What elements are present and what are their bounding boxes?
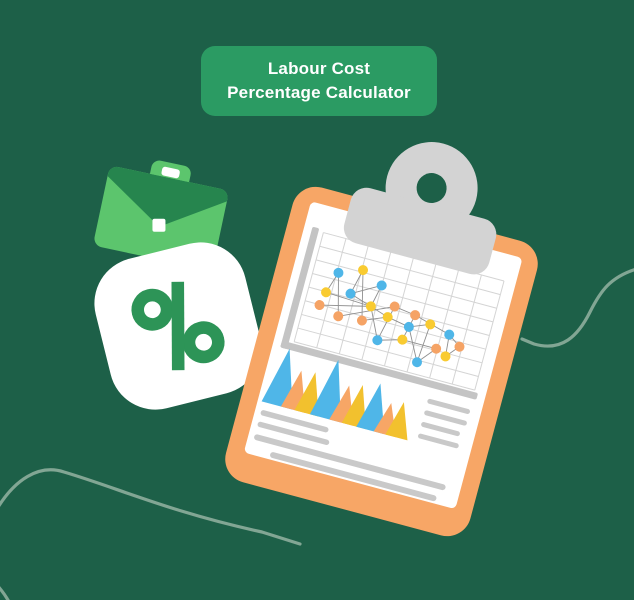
title-line-2: Percentage Calculator [227,83,411,102]
paper-art [254,227,505,502]
title-line-1: Labour Cost [267,59,371,78]
clipboard [219,142,544,542]
briefcase-icon [92,159,230,271]
percent-badge [84,232,272,420]
briefcase-flap [107,165,230,227]
briefcase-clasp [152,218,166,232]
wave-line-left [0,468,302,546]
clip-hole [416,173,447,204]
clipboard-paper [243,201,523,510]
briefcase-body [92,165,230,271]
clipboard-clip [343,142,497,275]
title-card: Labour Cost Percentage Calculator [201,46,437,116]
wave-line-right [520,268,634,348]
wave-line-corner [0,586,10,600]
percent-icon [131,281,225,371]
